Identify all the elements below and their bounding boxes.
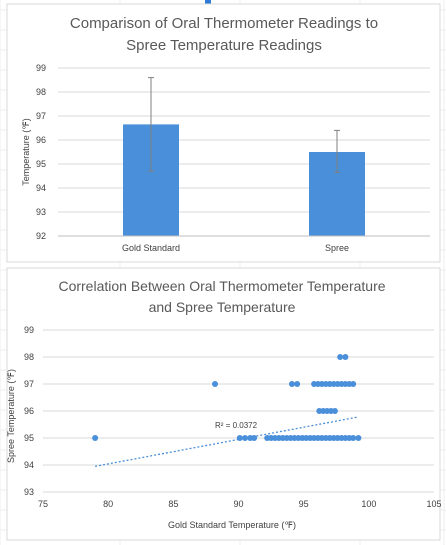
bar-chart-category-label: Gold Standard — [122, 243, 180, 253]
scatter-chart-x-axis-title: Gold Standard Temperature (℉) — [168, 520, 296, 530]
scatter-point — [242, 435, 249, 441]
scatter-points — [92, 354, 362, 441]
bar-chart-y-tick-label: 92 — [36, 231, 46, 241]
bar-chart-gridlines — [58, 67, 430, 237]
scatter-chart-y-tick-label: 96 — [24, 406, 34, 416]
scatter-chart-x-tick-label: 105 — [426, 499, 441, 509]
scatter-chart-y-tick-label: 98 — [24, 352, 34, 362]
bar-chart-y-tick-label: 96 — [36, 135, 46, 145]
scatter-point — [251, 435, 258, 441]
bar-chart-y-tick-label: 95 — [36, 159, 46, 169]
scatter-point — [92, 435, 99, 441]
scatter-chart-area[interactable] — [6, 267, 441, 541]
scatter-point — [350, 435, 357, 441]
bar-chart-y-ticks: 99 98 97 96 95 94 93 92 — [36, 63, 46, 241]
bar-chart-bars — [123, 124, 365, 236]
trendline — [95, 416, 359, 467]
scatter-chart-title-line-1: Correlation Between Oral Thermometer Tem… — [58, 278, 385, 294]
scatter-chart-x-tick-label: 80 — [103, 499, 113, 509]
bar-chart-y-tick-label: 94 — [36, 183, 46, 193]
bar-chart-error-bars — [148, 77, 340, 173]
scatter-chart-x-tick-label: 95 — [299, 499, 309, 509]
bar-chart-y-tick-label: 97 — [36, 111, 46, 121]
scatter-point — [337, 354, 344, 360]
scatter-point — [294, 381, 301, 387]
scatter-chart-x-tick-label: 85 — [168, 499, 178, 509]
bar-chart-title-line-1: Comparison of Oral Thermometer Readings … — [70, 15, 378, 32]
scatter-point — [350, 381, 357, 387]
scatter-chart-y-tick-label: 93 — [24, 487, 34, 497]
scatter-chart-x-tick-label: 90 — [233, 499, 243, 509]
scatter-point — [355, 435, 362, 441]
scatter-chart[interactable]: Correlation Between Oral Thermometer Tem… — [6, 267, 442, 541]
bar-chart-y-tick-label: 93 — [36, 207, 46, 217]
scatter-point — [288, 381, 295, 387]
scatter-point — [331, 408, 338, 414]
scatter-point — [236, 435, 243, 441]
bar-chart-x-ticks: Gold Standard Spree — [58, 235, 430, 253]
scatter-chart-y-tick-label: 99 — [24, 325, 34, 335]
bar-chart-y-axis-title: Temperature (℉) — [21, 118, 31, 186]
bar-chart-y-tick-label: 99 — [36, 63, 46, 73]
scatter-chart-y-tick-label: 95 — [24, 433, 34, 443]
selection-handle[interactable] — [205, 0, 211, 4]
bar-chart-category-label: Spree — [325, 243, 349, 253]
scatter-chart-x-tick-label: 75 — [38, 499, 48, 509]
scatter-point — [212, 381, 219, 387]
bar-chart-title-line-2: Spree Temperature Readings — [126, 37, 322, 54]
scatter-chart-x-tick-label: 100 — [361, 499, 376, 509]
scatter-point — [342, 354, 349, 360]
scatter-chart-title-line-2: and Spree Temperature — [149, 299, 296, 315]
bar-chart-y-tick-label: 98 — [36, 87, 46, 97]
bar-chart[interactable]: Comparison of Oral Thermometer Readings … — [6, 3, 441, 263]
r-squared-label: R² = 0.0372 — [215, 421, 258, 430]
scatter-chart-gridlines — [43, 329, 434, 493]
scatter-chart-y-axis-title: Spree Temperature (℉) — [6, 369, 16, 463]
scatter-chart-y-tick-label: 94 — [24, 460, 34, 470]
bar-chart-area[interactable] — [6, 3, 441, 263]
scatter-chart-y-ticks: 99 98 97 96 95 94 93 — [24, 325, 34, 497]
scatter-chart-y-tick-label: 97 — [24, 379, 34, 389]
scatter-chart-x-ticks: 75 80 85 90 95 100 105 — [38, 499, 442, 509]
